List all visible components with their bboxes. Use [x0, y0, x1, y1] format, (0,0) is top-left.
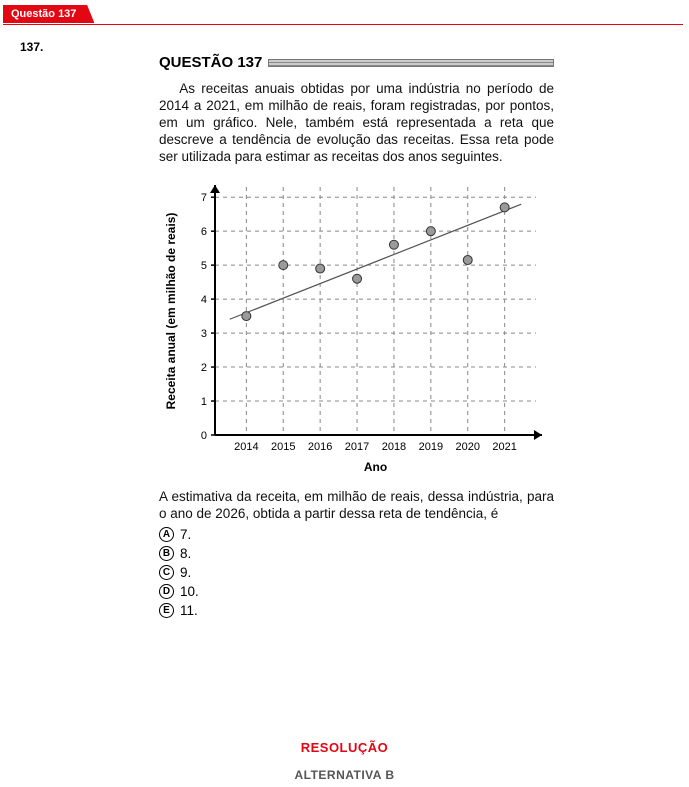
- svg-text:6: 6: [201, 227, 207, 239]
- svg-text:7: 7: [201, 193, 207, 205]
- option-letter: A: [159, 527, 174, 542]
- svg-text:Receita anual (em milhão de re: Receita anual (em milhão de reais): [164, 213, 178, 410]
- header-decoration: [268, 59, 554, 67]
- divider: [3, 24, 683, 25]
- svg-text:2017: 2017: [345, 441, 369, 453]
- question-header: QUESTÃO 137: [159, 54, 554, 71]
- option-e[interactable]: E 11.: [159, 603, 554, 618]
- svg-text:2014: 2014: [234, 441, 258, 453]
- option-letter: C: [159, 565, 174, 580]
- option-text: 10.: [180, 584, 199, 599]
- svg-text:4: 4: [201, 294, 207, 306]
- option-c[interactable]: C 9.: [159, 565, 554, 580]
- option-text: 11.: [180, 603, 198, 618]
- option-text: 8.: [180, 546, 191, 561]
- svg-text:2021: 2021: [492, 441, 516, 453]
- revenue-chart: 0 1 2 3 4 5 6 7 2014 2015 2016 2017 2018 2019 2020 2021…: [159, 179, 554, 479]
- question-statement: As receitas anuais obtidas por uma indús…: [159, 81, 554, 165]
- option-text: 9.: [180, 565, 191, 580]
- svg-text:2018: 2018: [382, 441, 406, 453]
- svg-text:2016: 2016: [308, 441, 332, 453]
- question-prompt: A estimativa da receita, em milhão de re…: [159, 489, 554, 523]
- svg-text:2: 2: [201, 362, 207, 374]
- svg-text:0: 0: [201, 430, 207, 442]
- option-letter: B: [159, 546, 174, 561]
- resolution-title: RESOLUÇÃO: [0, 740, 689, 755]
- question-content: QUESTÃO 137 As receitas anuais obtidas p…: [159, 54, 554, 618]
- option-text: 7.: [180, 527, 191, 542]
- question-tab: Questão 137: [3, 5, 94, 23]
- option-letter: E: [159, 603, 174, 618]
- svg-text:Ano: Ano: [364, 460, 387, 474]
- question-header-text: QUESTÃO 137: [159, 54, 262, 71]
- option-letter: D: [159, 584, 174, 599]
- option-b[interactable]: B 8.: [159, 546, 554, 561]
- svg-text:3: 3: [201, 328, 207, 340]
- options-list: A 7. B 8. C 9. D 10. E 11.: [159, 527, 554, 618]
- option-d[interactable]: D 10.: [159, 584, 554, 599]
- chart-svg: 0 1 2 3 4 5 6 7 2014 2015 2016 2017 2018 2019 2020 2021…: [159, 179, 554, 479]
- svg-text:2020: 2020: [455, 441, 479, 453]
- question-number: 137.: [20, 40, 43, 54]
- svg-text:5: 5: [201, 261, 207, 273]
- svg-text:2015: 2015: [271, 441, 295, 453]
- option-a[interactable]: A 7.: [159, 527, 554, 542]
- svg-text:2019: 2019: [419, 441, 443, 453]
- svg-text:1: 1: [201, 396, 207, 408]
- resolution-answer: ALTERNATIVA B: [0, 768, 689, 782]
